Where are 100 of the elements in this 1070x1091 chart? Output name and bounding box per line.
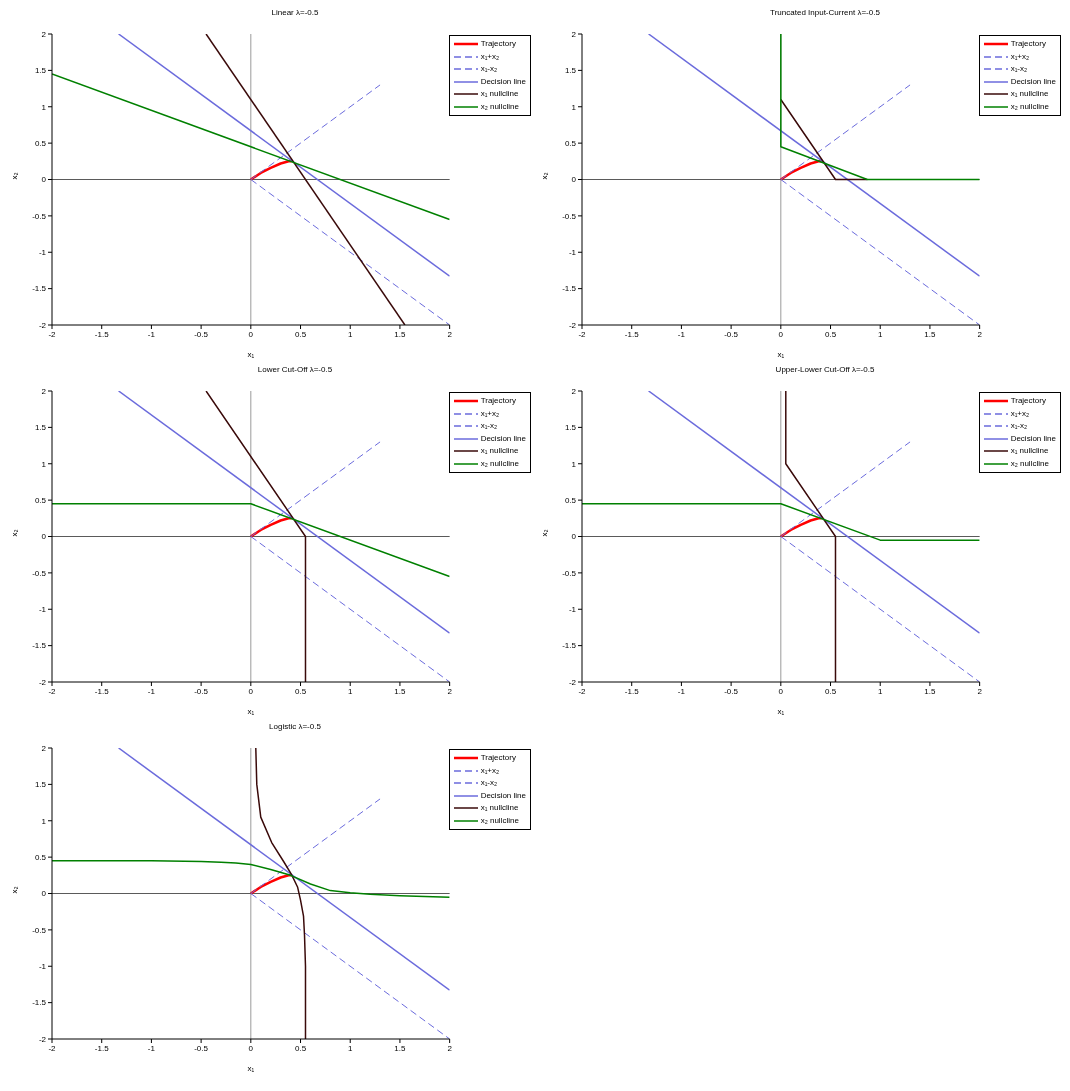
x-tick-label: -1.5 xyxy=(94,329,110,339)
y-tick-label: 0.5 xyxy=(564,138,577,148)
x-tick-label: -2 xyxy=(578,686,587,696)
x-tick-label: -1 xyxy=(677,329,686,339)
legend-label: x₁-x₂ xyxy=(480,63,498,75)
x-tick-label: 0.5 xyxy=(294,1043,307,1053)
x-tick-label: -2 xyxy=(578,329,587,339)
x-tick-label: 1.5 xyxy=(394,1043,407,1053)
y-tick-label: 0.5 xyxy=(34,852,47,862)
x-tick-label: -1.5 xyxy=(94,686,110,696)
x-tick-label: 1.5 xyxy=(924,686,937,696)
legend-label: Decision line xyxy=(1010,75,1056,88)
x-tick-label: 1 xyxy=(348,686,353,696)
x-tick-label: -2 xyxy=(48,1043,57,1053)
legend-label: x₁ nullcline xyxy=(480,88,519,100)
y-tick-label: 2 xyxy=(41,29,47,39)
legend-label: x₁ nullcline xyxy=(1010,88,1049,100)
legend-label: x₂ nullcline xyxy=(480,457,519,470)
x-tick-label: 1 xyxy=(878,686,883,696)
y-tick-label: 0 xyxy=(41,175,47,185)
y-tick-label: -1.5 xyxy=(562,641,577,651)
chart-title: Linear λ=-0.5 xyxy=(270,8,320,19)
y-tick-label: -1 xyxy=(38,248,47,258)
x-tick-label: 1.5 xyxy=(394,329,407,339)
x-tick-label: 1 xyxy=(348,1043,353,1053)
y-tick-label: -1.5 xyxy=(32,641,47,651)
x-tick-label: 0 xyxy=(248,1043,254,1053)
x-tick-label: -0.5 xyxy=(724,329,739,339)
x-tick-label: 1.5 xyxy=(924,329,937,339)
y-tick-label: 2 xyxy=(571,386,577,396)
x-tick-label: 0.5 xyxy=(294,329,307,339)
x-tick-label: 0 xyxy=(248,686,254,696)
y-axis-title: x₂ xyxy=(9,886,19,894)
y-tick-label: 0.5 xyxy=(34,138,47,148)
x-tick-label: -1 xyxy=(147,329,156,339)
y-tick-label: -0.5 xyxy=(32,568,47,578)
y-tick-label: 0 xyxy=(41,889,47,899)
chart-title: Logistic λ=-0.5 xyxy=(268,722,322,733)
y-axis-title: x₂ xyxy=(539,172,549,180)
legend-label: Trajectory xyxy=(1010,395,1046,407)
legend-label: x₁ nullcline xyxy=(480,802,519,814)
x-tick-label: -0.5 xyxy=(724,686,739,696)
x-tick-label: -1 xyxy=(677,686,686,696)
chart-title: Upper-Lower Cut-Off λ=-0.5 xyxy=(774,365,876,376)
y-tick-label: -1 xyxy=(568,248,577,258)
y-tick-label: 1 xyxy=(41,816,47,826)
x-tick-label: -0.5 xyxy=(194,329,209,339)
y-tick-label: 0 xyxy=(571,532,577,542)
x-tick-label: 0 xyxy=(248,329,254,339)
legend-label: x₁+x₂ xyxy=(480,407,500,420)
y-tick-label: -2 xyxy=(568,677,577,687)
y-tick-label: 1 xyxy=(41,102,47,112)
x-tick-label: -1.5 xyxy=(624,329,640,339)
legend-label: x₂ nullcline xyxy=(480,100,519,113)
legend-label: x₂ nullcline xyxy=(1010,457,1049,470)
y-tick-label: 0 xyxy=(571,175,577,185)
x-tick-label: -1.5 xyxy=(624,686,640,696)
legend-label: Trajectory xyxy=(1010,38,1046,50)
x-tick-label: 2 xyxy=(447,1043,453,1053)
x-tick-label: -1 xyxy=(147,1043,156,1053)
y-tick-label: -1 xyxy=(38,605,47,615)
y-tick-label: 2 xyxy=(571,29,577,39)
x-tick-label: 2 xyxy=(447,329,453,339)
x-tick-label: 1 xyxy=(348,329,353,339)
y-axis-title: x₂ xyxy=(9,172,19,180)
chart-title: Lower Cut-Off λ=-0.5 xyxy=(256,365,334,376)
y-tick-label: 1.5 xyxy=(564,423,577,433)
y-tick-label: 1 xyxy=(571,459,577,469)
x-axis-title: x₁ xyxy=(777,350,785,359)
x-tick-label: 0.5 xyxy=(824,329,837,339)
legend-label: x₁+x₂ xyxy=(1010,50,1030,63)
y-tick-label: 1.5 xyxy=(34,66,47,76)
y-tick-label: 0.5 xyxy=(34,495,47,505)
x-axis-title: x₁ xyxy=(247,350,255,359)
y-tick-label: -1.5 xyxy=(562,284,577,294)
y-tick-label: 1 xyxy=(571,102,577,112)
y-tick-label: 1.5 xyxy=(564,66,577,76)
y-tick-label: -2 xyxy=(38,1034,47,1044)
x-tick-label: -1 xyxy=(147,686,156,696)
legend-label: Trajectory xyxy=(480,752,516,764)
legend-label: Trajectory xyxy=(480,395,516,407)
legend-label: x₁ nullcline xyxy=(480,445,519,457)
legend-label: Decision line xyxy=(480,789,526,802)
y-tick-label: -2 xyxy=(38,677,47,687)
x-tick-label: 2 xyxy=(977,329,983,339)
legend-label: x₂ nullcline xyxy=(480,814,519,827)
x-tick-label: -0.5 xyxy=(194,686,209,696)
x-axis-title: x₁ xyxy=(777,707,785,716)
x-tick-label: -2 xyxy=(48,329,57,339)
legend-label: x₁-x₂ xyxy=(1010,63,1028,75)
y-tick-label: 0.5 xyxy=(564,495,577,505)
legend-label: x₁-x₂ xyxy=(1010,420,1028,432)
x-tick-label: 1 xyxy=(878,329,883,339)
y-axis-title: x₂ xyxy=(9,529,19,537)
x-tick-label: 2 xyxy=(447,686,453,696)
y-tick-label: -1.5 xyxy=(32,998,47,1008)
x-tick-label: 0.5 xyxy=(824,686,837,696)
legend-label: Decision line xyxy=(480,432,526,445)
y-axis-title: x₂ xyxy=(539,529,549,537)
y-tick-label: -2 xyxy=(38,320,47,330)
